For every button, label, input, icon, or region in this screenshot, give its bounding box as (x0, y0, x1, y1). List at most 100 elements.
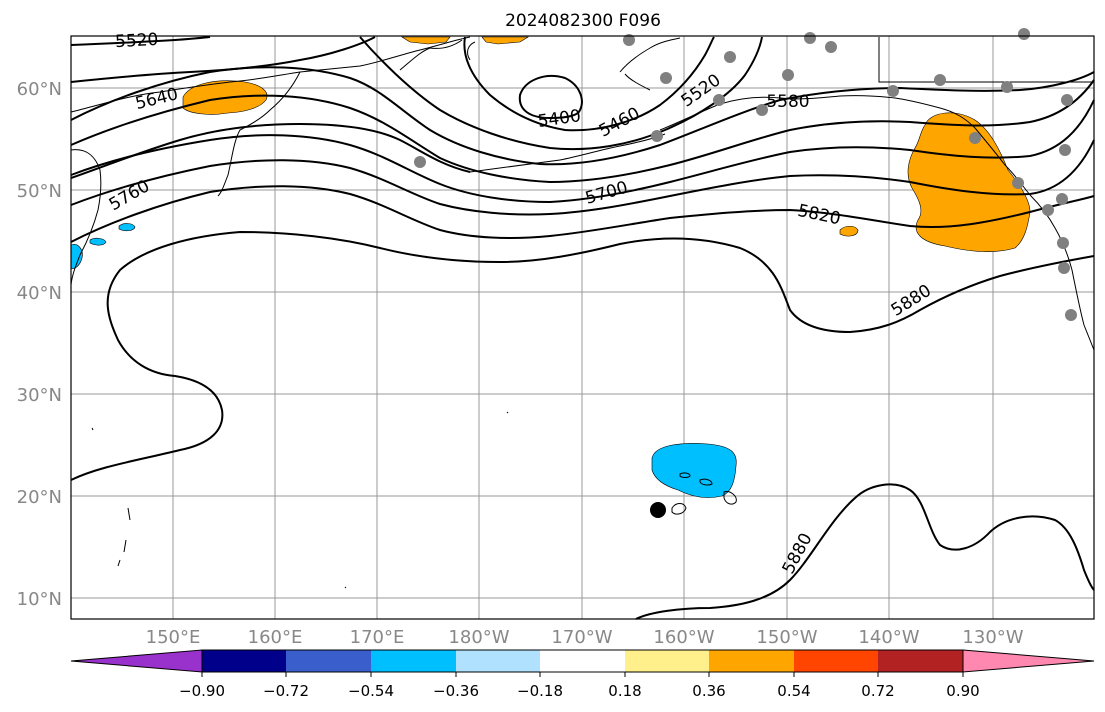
colorbar-segment (202, 650, 286, 672)
colorbar-segment (794, 650, 878, 672)
contour-5460 (463, 36, 715, 132)
lon-label-170e: 170°E (350, 627, 405, 648)
station-marker (887, 85, 899, 97)
station-marker (1056, 193, 1068, 205)
coast-kamchatka (217, 71, 301, 197)
station-marker (1059, 144, 1071, 156)
coast-sakhalin-japan (70, 149, 102, 286)
lat-label-10n: 10°N (17, 589, 62, 610)
contour-label: 5580 (766, 92, 809, 112)
lon-label-180w: 180°W (448, 627, 509, 648)
station-marker (1057, 237, 1069, 249)
colorbar: −0.90 −0.72 −0.54 −0.36 −0.18 0.18 0.36 … (70, 649, 1095, 700)
positive-anomaly-gulf-alaska (907, 112, 1031, 252)
station-marker (713, 94, 725, 106)
colorbar-tick-label: −0.54 (348, 682, 394, 700)
colorbar-extend-high (962, 649, 1095, 673)
contour-5400 (518, 75, 583, 120)
station-marker (825, 41, 837, 53)
colorbar-tick-label: −0.36 (433, 682, 479, 700)
lon-label-140w: 140°W (858, 627, 919, 648)
colorbar-segment (286, 650, 371, 672)
station-marker (1001, 81, 1013, 93)
station-marker (1018, 28, 1030, 40)
station-marker (756, 104, 768, 116)
positive-anomaly-arctic-1 (400, 36, 451, 45)
colorbar-segment (371, 650, 456, 672)
island-midway (506, 411, 509, 414)
coast-siberia (70, 36, 471, 113)
station-marker (651, 130, 663, 142)
negative-anomaly-hawaii (651, 443, 737, 498)
island-wake (344, 586, 347, 589)
lon-label-160e: 160°E (248, 627, 303, 648)
colorbar-tick-label: 0.72 (861, 682, 894, 700)
colorbar-tick-label: 0.18 (608, 682, 641, 700)
negative-anomaly-small-1 (118, 223, 136, 232)
lat-label-20n: 20°N (17, 487, 62, 508)
lon-label-150w: 150°W (756, 627, 817, 648)
station-marker (969, 132, 981, 144)
map-title: 2024082300 F096 (505, 11, 661, 31)
border-alaska-canada (878, 37, 1094, 83)
station-marker (1065, 309, 1077, 321)
station-marker (1042, 204, 1054, 216)
colorbar-tick-label: −0.90 (179, 682, 225, 700)
coastlines (70, 36, 1095, 589)
station-marker (1058, 262, 1070, 274)
storm-center-marker (650, 502, 666, 518)
lon-label-150e: 150°E (146, 627, 201, 648)
contour-label: 5520 (115, 30, 159, 52)
station-marker (782, 69, 794, 81)
colorbar-tick-label: 0.90 (946, 682, 979, 700)
lat-label-50n: 50°N (17, 181, 62, 202)
lon-label-170w: 170°W (551, 627, 612, 648)
graticule (71, 36, 1094, 619)
colorbar-frame (201, 649, 964, 673)
contour-5520-west (70, 36, 211, 46)
colorbar-tick-label: 0.54 (777, 682, 810, 700)
island-hawaii-big (723, 491, 737, 505)
contour-5880-main (70, 230, 1095, 481)
lat-label-60n: 60°N (17, 79, 62, 100)
coast-alaska-south (894, 97, 1031, 196)
lat-label-40n: 40°N (17, 283, 62, 304)
station-markers (414, 28, 1077, 321)
station-marker (623, 34, 635, 46)
latitude-labels: 60°N 50°N 40°N 30°N 20°N 10°N (17, 79, 62, 610)
island-hawaii-2 (699, 478, 713, 486)
colorbar-segment (456, 650, 540, 672)
longitude-labels: 150°E 160°E 170°E 180°W 170°W 160°W 150°… (146, 627, 1024, 648)
station-marker (724, 51, 736, 63)
colorbar-segment (878, 650, 963, 672)
colorbar-segment (625, 650, 709, 672)
lon-label-160w: 160°W (653, 627, 714, 648)
map-frame (70, 35, 1095, 620)
coast-chukotka (399, 39, 476, 71)
island-hawaii-ring (671, 503, 687, 515)
island-small (91, 427, 94, 431)
negative-anomaly-small-2 (89, 237, 107, 246)
station-marker (660, 72, 672, 84)
colorbar-tick-label: −0.72 (263, 682, 309, 700)
coast-aleutians (469, 133, 666, 173)
contour-5760-main (70, 139, 1095, 216)
colorbar-segment (540, 650, 625, 672)
positive-anomaly-arctic-2 (481, 36, 530, 45)
island-hawaii-1 (679, 472, 691, 478)
colorbar-segment (709, 650, 794, 672)
lat-label-30n: 30°N (17, 385, 62, 406)
map-panel: 5520 5640 5760 5400 5460 5520 5580 5700 … (70, 28, 1095, 620)
coast-alaska-west (619, 37, 681, 91)
height-contours (70, 36, 1095, 620)
colorbar-extend-low (70, 649, 203, 673)
contour-5520-main (359, 36, 763, 151)
contour-5820 (70, 185, 1095, 243)
station-marker (414, 156, 426, 168)
colorbar-tick-label: −0.18 (517, 682, 563, 700)
lon-label-130w: 130°W (962, 627, 1023, 648)
negative-anomaly-japan (70, 244, 83, 269)
coast-bc-us (1029, 194, 1095, 351)
station-marker (1061, 94, 1073, 106)
contour-5700 (70, 99, 1095, 204)
